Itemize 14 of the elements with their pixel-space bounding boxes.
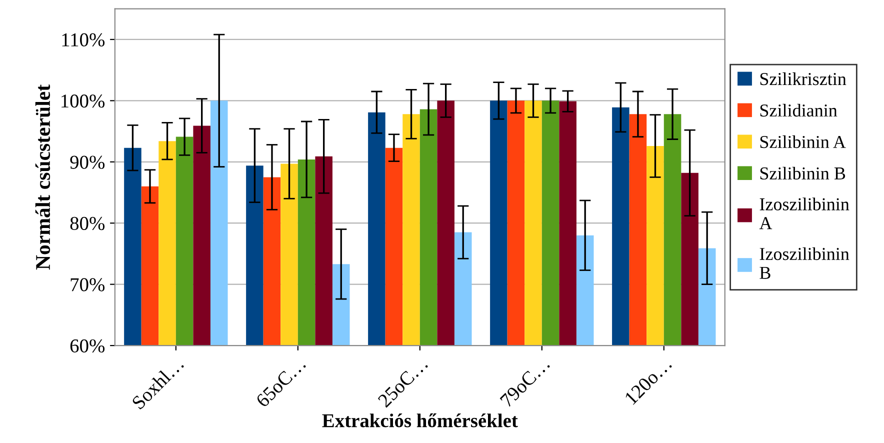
x-axis-title: Extrakciós hőmérséklet bbox=[322, 413, 518, 428]
legend-label: Szilikrisztin bbox=[760, 72, 846, 86]
legend-label: Szilibinin A bbox=[760, 135, 846, 148]
y-tick-label: 100% bbox=[62, 94, 105, 108]
y-axis-title: Normált csúcsterület bbox=[35, 84, 50, 270]
y-tick-label: 110% bbox=[62, 33, 105, 46]
y-tick-label: 80% bbox=[70, 216, 105, 230]
legend-label: Szilidianin bbox=[760, 104, 838, 117]
y-tick-label: 70% bbox=[70, 278, 105, 292]
y-tick-label: 60% bbox=[70, 339, 105, 353]
y-tick-label: 90% bbox=[70, 156, 105, 169]
legend-label: Izoszilibinin B bbox=[760, 247, 850, 279]
legend-label: Izoszilibinin A bbox=[759, 198, 850, 230]
legend-label: Szilibinin B bbox=[760, 166, 846, 180]
